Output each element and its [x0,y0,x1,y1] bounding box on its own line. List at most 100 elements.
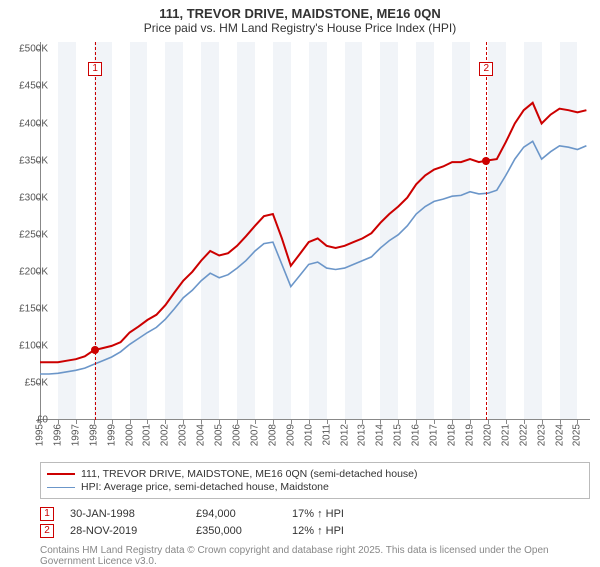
x-tick-label: 2006 [232,424,243,446]
x-tick-mark [40,420,41,424]
sale-date: 28-NOV-2019 [70,525,180,537]
x-tick-label: 2007 [249,424,260,446]
sale-price: £350,000 [196,525,276,537]
x-tick-label: 2023 [536,424,547,446]
y-tick-label: £50K [25,377,48,388]
sales-table: 1 30-JAN-1998 £94,000 17% ↑ HPI 2 28-NOV… [40,504,590,567]
marker-dot [482,157,490,165]
x-tick-mark [524,420,525,424]
chart-subtitle: Price paid vs. HM Land Registry's House … [0,21,600,39]
x-tick-mark [219,420,220,424]
marker-line [486,42,487,420]
x-tick-label: 2016 [411,424,422,446]
x-tick-mark [76,420,77,424]
marker-box: 2 [479,62,493,76]
series-line-hpi [40,141,586,374]
x-tick-label: 2022 [518,424,529,446]
sale-delta: 12% ↑ HPI [292,525,344,537]
x-tick-mark [291,420,292,424]
chart-title: 111, TREVOR DRIVE, MAIDSTONE, ME16 0QN [0,0,600,21]
x-tick-label: 2017 [429,424,440,446]
x-tick-label: 1998 [88,424,99,446]
x-tick-mark [237,420,238,424]
x-tick-label: 2010 [303,424,314,446]
x-tick-label: 2012 [339,424,350,446]
legend-swatch-hpi [47,487,75,488]
x-tick-mark [362,420,363,424]
y-tick-label: £100K [19,340,48,351]
x-tick-mark [542,420,543,424]
sale-row: 1 30-JAN-1998 £94,000 17% ↑ HPI [40,507,590,521]
x-tick-mark [327,420,328,424]
x-tick-label: 2002 [160,424,171,446]
x-tick-mark [506,420,507,424]
legend-box: 111, TREVOR DRIVE, MAIDSTONE, ME16 0QN (… [40,462,590,499]
x-tick-label: 2005 [214,424,225,446]
x-tick-mark [112,420,113,424]
plot-area: 12 [40,42,590,420]
sale-date: 30-JAN-1998 [70,508,180,520]
sale-price: £94,000 [196,508,276,520]
x-tick-label: 1996 [52,424,63,446]
sale-marker-box: 2 [40,524,54,538]
x-tick-label: 2001 [142,424,153,446]
y-tick-label: £350K [19,155,48,166]
x-tick-label: 1997 [70,424,81,446]
y-tick-label: £400K [19,118,48,129]
sale-delta: 17% ↑ HPI [292,508,344,520]
x-tick-label: 2019 [464,424,475,446]
y-tick-label: £200K [19,266,48,277]
x-tick-mark [380,420,381,424]
x-tick-label: 2008 [267,424,278,446]
x-tick-mark [560,420,561,424]
x-tick-mark [165,420,166,424]
x-tick-mark [130,420,131,424]
x-tick-mark [147,420,148,424]
x-tick-mark [470,420,471,424]
y-tick-label: £150K [19,303,48,314]
x-tick-label: 2015 [393,424,404,446]
marker-dot [91,346,99,354]
y-tick-label: £500K [19,44,48,55]
y-tick-label: £450K [19,81,48,92]
x-tick-label: 2013 [357,424,368,446]
x-tick-label: 1995 [35,424,46,446]
x-tick-mark [434,420,435,424]
sale-row: 2 28-NOV-2019 £350,000 12% ↑ HPI [40,524,590,538]
legend-swatch-subject [47,473,75,475]
marker-box: 1 [88,62,102,76]
x-tick-label: 2021 [500,424,511,446]
y-tick-label: £300K [19,192,48,203]
x-tick-mark [416,420,417,424]
x-tick-label: 2024 [554,424,565,446]
x-tick-mark [309,420,310,424]
x-tick-label: 2018 [447,424,458,446]
x-tick-mark [94,420,95,424]
x-tick-mark [255,420,256,424]
x-tick-mark [452,420,453,424]
legend-label: 111, TREVOR DRIVE, MAIDSTONE, ME16 0QN (… [81,468,418,480]
x-tick-mark [577,420,578,424]
x-tick-mark [273,420,274,424]
x-tick-label: 2004 [196,424,207,446]
x-tick-mark [345,420,346,424]
series-line-subject [40,103,586,362]
x-tick-mark [398,420,399,424]
y-tick-label: £250K [19,229,48,240]
x-tick-mark [58,420,59,424]
chart-container: 111, TREVOR DRIVE, MAIDSTONE, ME16 0QN P… [0,0,600,560]
x-tick-mark [201,420,202,424]
x-tick-label: 2009 [285,424,296,446]
legend-label: HPI: Average price, semi-detached house,… [81,481,329,493]
marker-line [95,42,96,420]
legend-row: 111, TREVOR DRIVE, MAIDSTONE, ME16 0QN (… [47,468,583,480]
attribution-text: Contains HM Land Registry data © Crown c… [40,541,590,567]
line-series-svg [40,42,590,420]
x-tick-label: 1999 [106,424,117,446]
x-tick-label: 2014 [375,424,386,446]
x-tick-mark [183,420,184,424]
x-tick-label: 2000 [124,424,135,446]
x-tick-label: 2025 [572,424,583,446]
x-tick-label: 2003 [178,424,189,446]
x-tick-label: 2020 [482,424,493,446]
